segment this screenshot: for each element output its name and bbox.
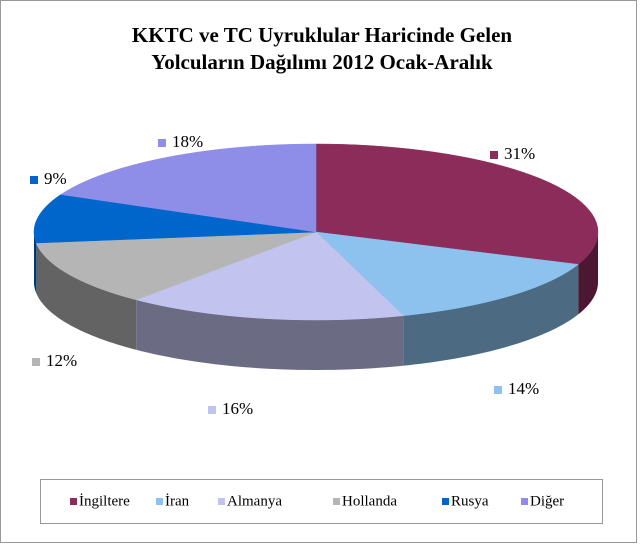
slice	[315, 143, 599, 265]
slice-side	[578, 232, 598, 315]
legend-label: Hollanda	[342, 493, 397, 509]
legend-swatch	[521, 498, 528, 505]
legend-swatch	[70, 498, 77, 505]
data-label-marker	[32, 358, 40, 366]
legend-label: Diğer	[530, 493, 564, 509]
slice	[35, 231, 317, 301]
slice-side	[34, 232, 37, 294]
slice-side-shade	[578, 232, 598, 315]
slice-side	[403, 264, 579, 366]
data-label: 9%	[44, 169, 67, 188]
data-label-marker	[494, 386, 502, 394]
legend-label: Almanya	[227, 493, 282, 509]
legend-swatch	[218, 498, 225, 505]
slice	[135, 231, 404, 321]
slice-side	[136, 299, 404, 370]
data-label: 14%	[508, 379, 539, 398]
legend-swatch	[442, 498, 449, 505]
slice	[33, 194, 317, 244]
data-label: 31%	[504, 144, 535, 163]
slice-side-shade	[136, 299, 404, 370]
slice	[60, 143, 317, 233]
slice-side-shade	[34, 232, 37, 294]
legend-swatch	[333, 498, 340, 505]
data-label-marker	[490, 151, 498, 159]
chart-title: KKTC ve TC Uyruklular Haricinde Gelen Yo…	[131, 23, 513, 74]
data-label-marker	[158, 139, 166, 147]
data-label: 16%	[222, 399, 253, 418]
data-label-marker	[208, 406, 216, 414]
legend-swatch	[156, 498, 163, 505]
data-label: 12%	[46, 351, 77, 370]
data-label: 18%	[172, 132, 203, 151]
legend-label: İngiltere	[79, 493, 130, 509]
data-label-marker	[30, 176, 38, 184]
legend-box	[40, 479, 603, 524]
legend-label: Rusya	[451, 493, 489, 509]
slice-side-shade	[403, 264, 579, 366]
legend-label: İran	[165, 493, 190, 509]
